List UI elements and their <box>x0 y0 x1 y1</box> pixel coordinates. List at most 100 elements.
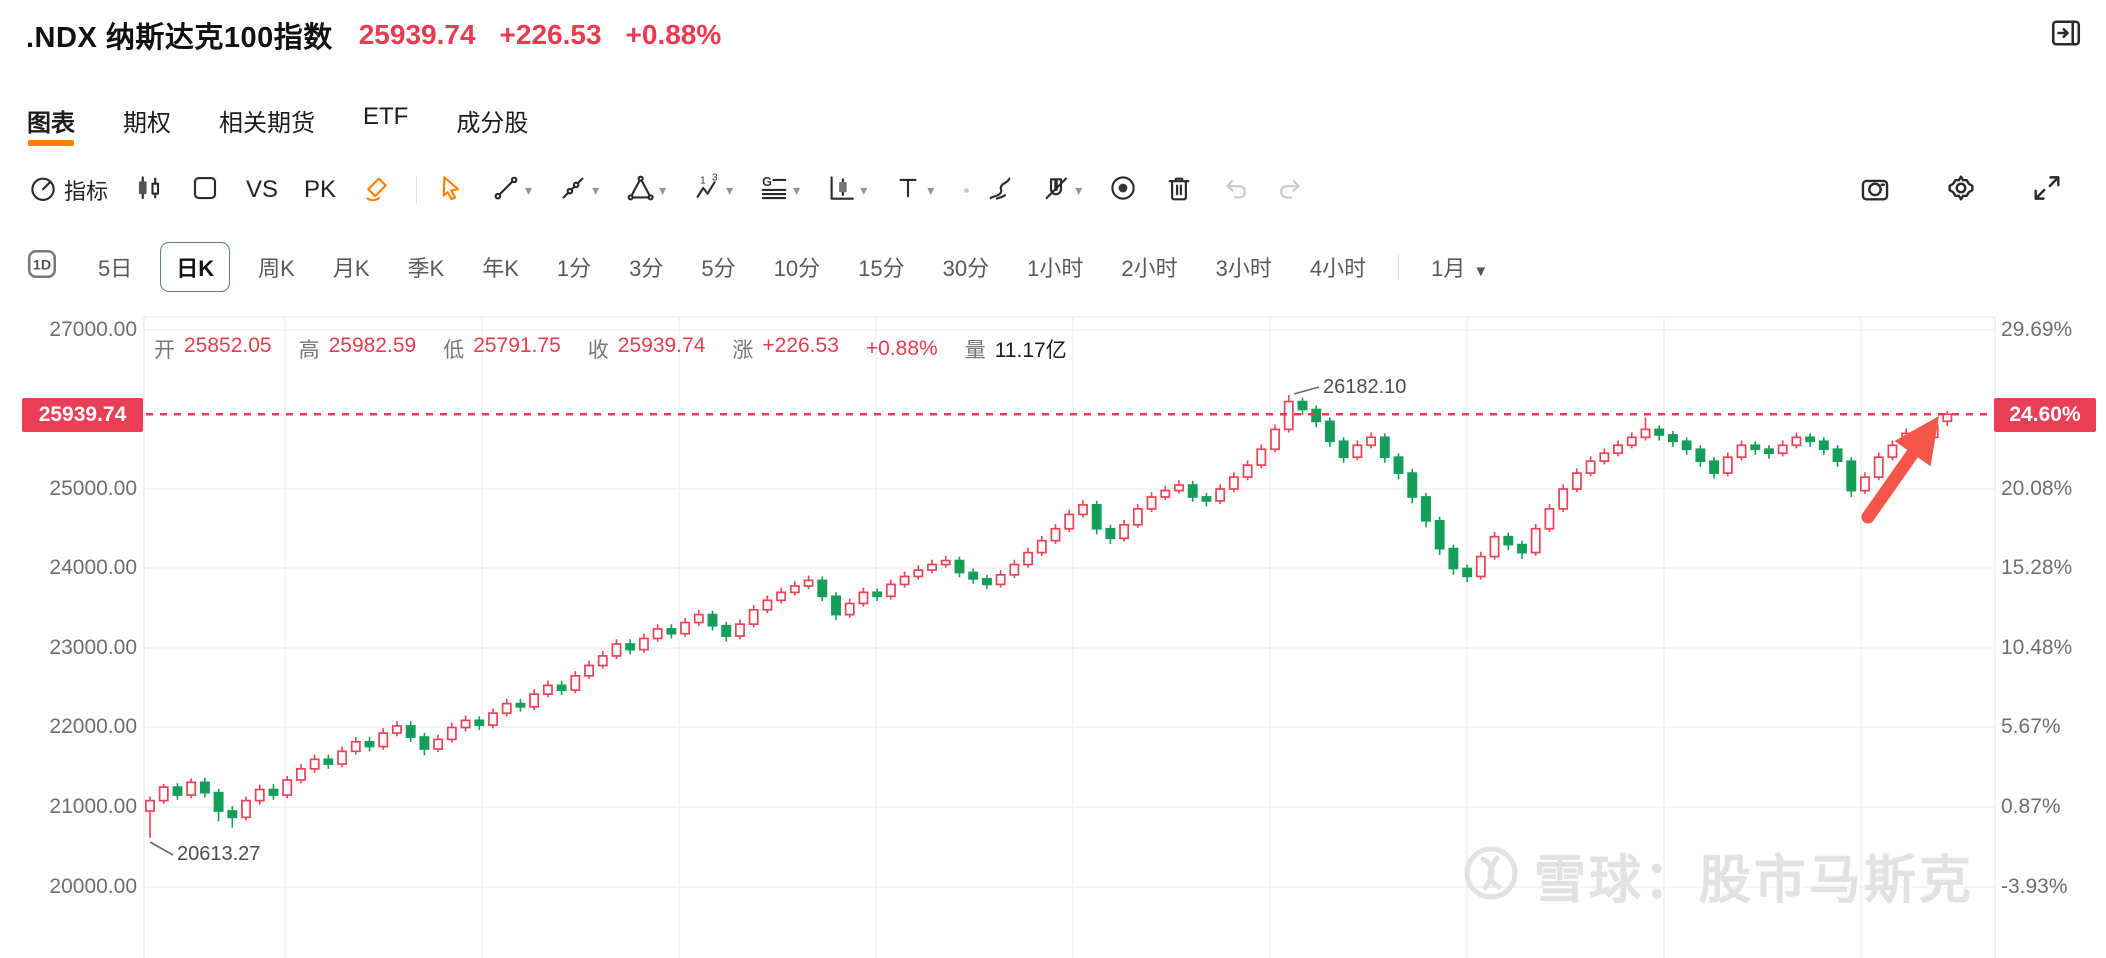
y-axis-left-tick: 24000.00 <box>49 556 137 579</box>
collapse-panel-icon[interactable] <box>2048 15 2084 56</box>
period-3min[interactable]: 3分 <box>629 251 663 283</box>
period-weekly-k[interactable]: 周K <box>258 251 295 283</box>
screenshot-button[interactable] <box>1852 167 1898 214</box>
candles-icon <box>134 173 164 208</box>
period-2hour[interactable]: 2小时 <box>1121 251 1177 283</box>
info-pct: +0.88% <box>866 337 938 361</box>
text-tool-button[interactable]: ▾ <box>887 169 940 212</box>
period-1month-dropdown[interactable]: 1月 ▼ <box>1431 251 1488 283</box>
y-axis-right-tick: 0.87% <box>2001 795 2061 818</box>
tab-related-futures[interactable]: 相关期货 <box>219 110 315 137</box>
shape-tool-button[interactable]: ▾ <box>619 169 672 212</box>
info-涨: 涨 +226.53 <box>732 334 839 364</box>
chevron-down-icon: ▾ <box>592 182 600 198</box>
tab-bar: 图表 期权 相关期货 ETF 成分股 <box>27 103 528 158</box>
fullscreen-button[interactable] <box>2024 167 2070 214</box>
period-1min[interactable]: 1分 <box>557 251 591 283</box>
select-cursor-button[interactable] <box>429 169 471 212</box>
period-label: 5日 <box>98 256 133 281</box>
price-change: +226.53 <box>499 19 602 50</box>
indicators-button[interactable]: 指标 <box>22 169 114 212</box>
redo-icon <box>1276 173 1306 208</box>
y-axis-right-tick: -3.93% <box>2001 875 2068 898</box>
camera-icon <box>1858 171 1892 210</box>
info-label: 开 <box>154 339 175 362</box>
multi-point-tool-button[interactable]: ▾ <box>552 169 605 212</box>
tab-options[interactable]: 期权 <box>123 110 171 137</box>
delete-drawings-button[interactable] <box>1158 169 1200 212</box>
gann-icon: G <box>759 173 789 208</box>
chart-settings-button[interactable] <box>1938 167 1984 214</box>
tab-etf[interactable]: ETF <box>363 103 409 130</box>
period-yearly-k[interactable]: 年K <box>482 251 519 283</box>
period-10min[interactable]: 10分 <box>774 251 820 283</box>
period-1d-range[interactable]: 1D <box>24 246 60 288</box>
period-label: 30分 <box>942 256 990 281</box>
y-axis-left-tick: 25000.00 <box>49 477 137 500</box>
info-label: 量 <box>964 339 986 362</box>
period-5d[interactable]: 5日 <box>98 251 132 283</box>
current-price-badge: 25939.74 <box>22 398 143 432</box>
period-5min[interactable]: 5分 <box>701 251 735 283</box>
fullscreen-icon <box>2030 171 2064 210</box>
wave-tool-button[interactable]: 1 3 ▾ <box>686 169 739 212</box>
square-icon <box>190 173 220 208</box>
info-value: 11.17亿 <box>994 339 1067 362</box>
period-15min[interactable]: 15分 <box>858 251 904 283</box>
one-day-icon: 1D <box>24 249 60 287</box>
indicators-label: 指标 <box>64 179 109 204</box>
gauge-icon <box>28 173 58 208</box>
svg-text:1D: 1D <box>33 257 51 273</box>
pk-compare-button[interactable]: PK <box>298 172 342 208</box>
y-axis-left-tick: 21000.00 <box>49 795 137 818</box>
chevron-down-icon: ▾ <box>860 182 868 198</box>
gear-icon <box>1944 171 1978 210</box>
y-axis-left-tick: 27000.00 <box>49 318 137 341</box>
info-value: +226.53 <box>762 334 839 357</box>
line-tool-button[interactable]: ▾ <box>485 169 538 212</box>
undo-button[interactable] <box>1214 169 1256 212</box>
triangle-icon <box>625 173 655 208</box>
period-label: 10分 <box>773 256 821 281</box>
chart-style-button[interactable] <box>128 169 170 212</box>
vs-compare-button[interactable]: VS <box>240 172 284 208</box>
info-开: 开 25852.05 <box>154 334 272 364</box>
period-daily-k[interactable]: 日K <box>160 242 231 292</box>
period-4hour[interactable]: 4小时 <box>1310 251 1366 283</box>
period-1hour[interactable]: 1小时 <box>1027 251 1083 283</box>
period-monthly-k[interactable]: 月K <box>333 251 370 283</box>
period-30min[interactable]: 30分 <box>943 251 989 283</box>
brush-tool-button[interactable] <box>979 169 1021 212</box>
header: .NDX 纳斯达克100指数 25939.74 +226.53 +0.88% <box>26 14 2084 56</box>
period-label: 日K <box>176 256 215 281</box>
magnet-icon <box>1041 173 1071 208</box>
candlestick-chart[interactable] <box>144 317 1995 958</box>
quote-group: 25939.74 +226.53 +0.88% <box>359 19 722 51</box>
multiline-icon <box>558 173 588 208</box>
tab-constituents[interactable]: 成分股 <box>456 110 529 137</box>
period-quarterly-k[interactable]: 季K <box>408 251 445 283</box>
shape-button[interactable] <box>184 169 226 212</box>
period-label: 1分 <box>556 256 592 281</box>
period-label: 年K <box>482 256 519 281</box>
info-value: +0.88% <box>865 337 938 360</box>
period-label: 3小时 <box>1215 256 1272 281</box>
gann-tool-button[interactable]: G ▾ <box>753 169 806 212</box>
chevron-down-icon: ▾ <box>659 182 667 198</box>
draw-button[interactable] <box>356 169 398 212</box>
period-3hour[interactable]: 3小时 <box>1216 251 1272 283</box>
magnet-toggle-button[interactable]: ▾ <box>1035 169 1088 212</box>
undo-icon <box>1220 173 1250 208</box>
info-value: 25791.75 <box>473 334 561 357</box>
tab-chart[interactable]: 图表 <box>27 103 75 158</box>
price-change-percent: +0.88% <box>625 19 722 50</box>
period-label: 4小时 <box>1309 256 1367 281</box>
info-value: 25939.74 <box>617 334 706 357</box>
symbol-title: .NDX 纳斯达克100指数 <box>26 22 333 54</box>
chevron-down-icon: ▾ <box>726 182 734 198</box>
redo-button[interactable] <box>1270 169 1312 212</box>
visibility-toggle-button[interactable] <box>1102 169 1144 212</box>
period-label: 3分 <box>629 256 664 281</box>
pattern-tool-button[interactable]: ▾ <box>820 169 873 212</box>
